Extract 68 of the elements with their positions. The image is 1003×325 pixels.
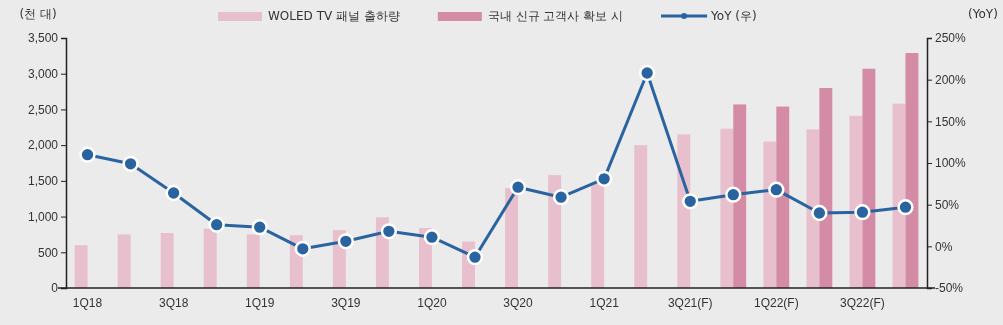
point	[423, 229, 441, 246]
y2-tick-label: 150%	[935, 114, 967, 129]
x-tick-label: 1Q22(F)	[753, 295, 799, 310]
x-tick-label: 3Q21(F)	[667, 295, 713, 310]
point	[595, 170, 613, 187]
bar	[548, 175, 562, 288]
bar	[634, 145, 648, 288]
x-tick-label: 1Q18	[72, 295, 103, 310]
y-tick-label: 2,500	[27, 102, 59, 117]
bar	[905, 53, 919, 288]
bar	[733, 104, 747, 288]
y-tick-label: 1,000	[27, 209, 59, 224]
y2-tick-label: 50%	[935, 198, 960, 213]
point	[294, 240, 311, 257]
y2-tick-label: 0%	[935, 239, 953, 254]
bar	[505, 188, 519, 288]
bar	[819, 88, 833, 288]
bar	[776, 106, 790, 288]
point	[165, 184, 182, 202]
bar	[203, 228, 217, 288]
y2-tick-label: 100%	[935, 156, 967, 171]
y2-tick-label: 250%	[935, 31, 967, 46]
y2-axis-title: (YoY)	[968, 7, 998, 21]
point	[725, 186, 742, 203]
bar	[160, 233, 174, 288]
bar	[246, 234, 260, 288]
point	[208, 216, 225, 233]
point	[122, 155, 139, 172]
y-tick-label: 2,000	[27, 138, 59, 153]
y-tick-label: 3,000	[27, 67, 59, 82]
y-axis-title: (천 대)	[19, 7, 57, 21]
legend-label: 국내 신규 고객사 확보 시	[487, 9, 624, 23]
y2-tick-label: -50%	[935, 281, 964, 296]
x-tick-label: 3Q22(F)	[840, 295, 885, 310]
point	[552, 189, 570, 206]
y-tick-label: 1,500	[27, 174, 59, 189]
point	[854, 204, 871, 221]
point	[509, 179, 527, 196]
point	[79, 146, 96, 163]
y-tick-label: 500	[37, 245, 59, 260]
bar	[677, 134, 691, 288]
bar	[806, 129, 820, 288]
point	[337, 233, 354, 250]
x-tick-label: 1Q21	[589, 295, 620, 310]
y2-tick-label: 200%	[935, 73, 967, 88]
point	[811, 204, 828, 222]
x-tick-label: 1Q19	[245, 295, 275, 310]
y-tick-label: 0	[51, 281, 59, 296]
point	[682, 193, 699, 210]
bar	[117, 234, 131, 288]
point	[251, 219, 268, 236]
bar	[720, 128, 734, 288]
point	[466, 249, 484, 266]
x-tick-label: 3Q19	[331, 295, 361, 310]
x-tick-label: 1Q20	[417, 295, 447, 310]
point	[380, 223, 398, 240]
bar	[591, 182, 605, 288]
legend-label: WOLED TV 패널 출하량	[268, 9, 400, 23]
x-tick-label: 3Q20	[503, 295, 534, 310]
y-tick-label: 3,500	[27, 31, 59, 46]
point	[897, 199, 914, 216]
point	[639, 64, 656, 82]
bar	[862, 68, 876, 288]
x-tick-label: 3Q18	[158, 295, 189, 310]
bar	[763, 141, 777, 288]
point	[768, 181, 785, 198]
legend-label: YoY (우)	[710, 9, 757, 23]
bar	[74, 245, 88, 288]
